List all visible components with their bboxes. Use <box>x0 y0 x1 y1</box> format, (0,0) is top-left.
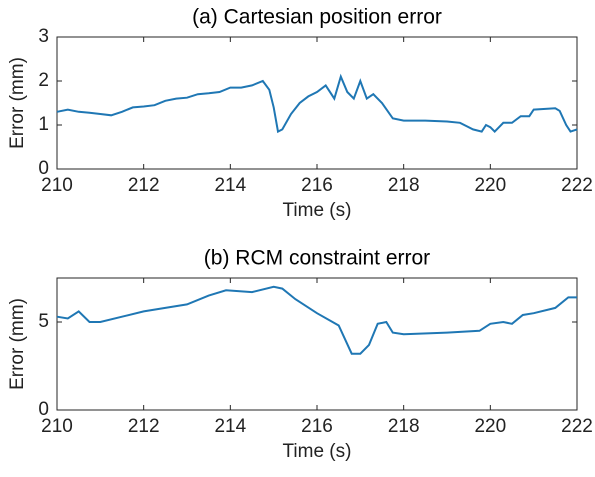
x-tick-label: 220 <box>474 175 506 196</box>
x-tick-label: 218 <box>388 175 420 196</box>
chart-title: (a) Cartesian position error <box>192 6 442 29</box>
x-tick-label: 212 <box>128 175 160 196</box>
x-axis-label: Time (s) <box>283 200 352 221</box>
y-tick-label: 0 <box>38 399 49 420</box>
x-axis-label: Time (s) <box>283 441 352 462</box>
y-tick-label: 1 <box>38 114 49 135</box>
x-tick-label: 212 <box>128 416 160 437</box>
x-tick-label: 220 <box>474 416 506 437</box>
plot-area <box>56 36 578 170</box>
chart-title: (b) RCM constraint error <box>204 247 430 270</box>
x-tick-label: 210 <box>41 416 73 437</box>
x-tick-label: 210 <box>41 175 73 196</box>
plot-area <box>56 277 578 411</box>
y-axis-label: Error (mm) <box>7 298 28 390</box>
y-tick-label: 5 <box>38 311 49 332</box>
x-tick-label: 218 <box>388 416 420 437</box>
x-tick-label: 214 <box>214 416 246 437</box>
y-tick-label: 2 <box>38 70 49 91</box>
data-line <box>56 73 578 134</box>
x-tick-label: 222 <box>561 416 593 437</box>
x-tick-label: 214 <box>214 175 246 196</box>
y-tick-label: 3 <box>38 26 49 47</box>
y-tick-label: 0 <box>38 158 49 179</box>
x-tick-label: 216 <box>301 416 333 437</box>
data-line <box>56 285 577 355</box>
x-tick-label: 216 <box>301 175 333 196</box>
x-tick-label: 222 <box>561 175 593 196</box>
y-axis-label: Error (mm) <box>7 57 28 149</box>
